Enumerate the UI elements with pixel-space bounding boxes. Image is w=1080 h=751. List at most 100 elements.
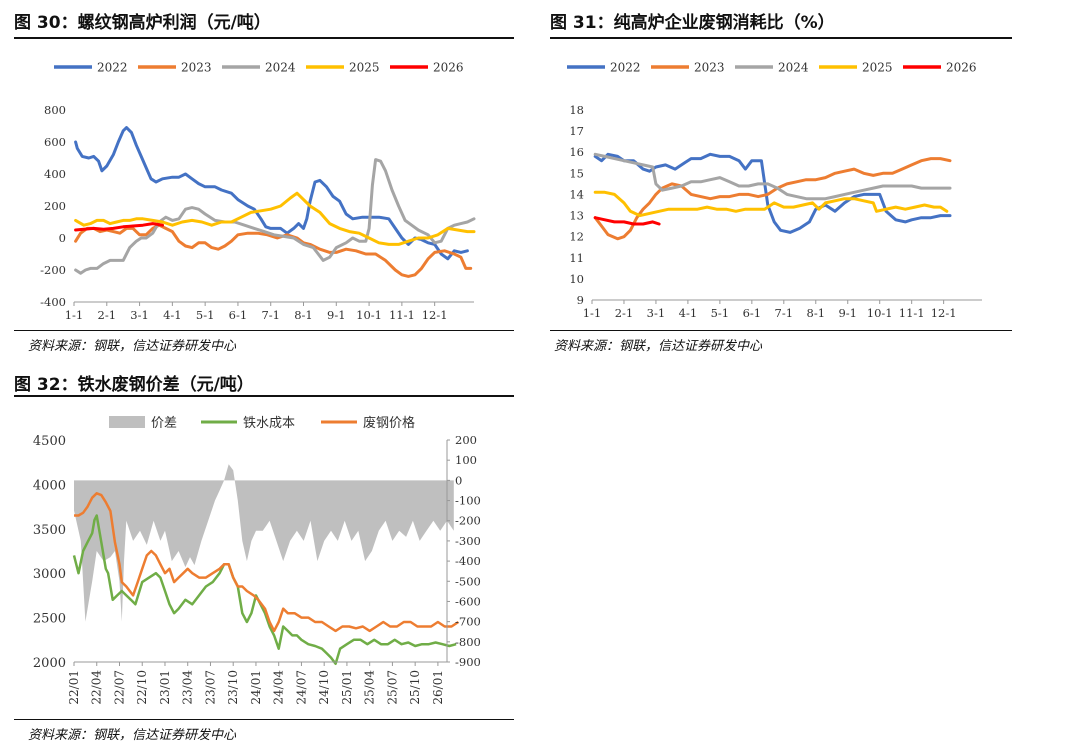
x-tick-label: 3-1 bbox=[130, 308, 149, 322]
y-tick-label: 600 bbox=[44, 135, 66, 149]
series-area-价差 bbox=[74, 464, 454, 622]
x-tick-label: 12-1 bbox=[422, 308, 448, 322]
y-right-tick-label: -900 bbox=[455, 655, 481, 669]
legend-label: 2026 bbox=[433, 61, 464, 75]
x-tick-label: 25/10 bbox=[408, 670, 422, 705]
bottom-rule bbox=[550, 330, 1012, 331]
x-tick-label: 22/04 bbox=[90, 670, 104, 705]
x-tick-label: 25/07 bbox=[385, 670, 399, 705]
legend-label: 2024 bbox=[778, 61, 809, 75]
title-rule bbox=[550, 37, 1012, 39]
y-tick-label: 200 bbox=[44, 199, 66, 213]
legend-label: 2025 bbox=[349, 61, 380, 75]
y-left-tick-label: 3000 bbox=[33, 567, 66, 582]
x-tick-label: 1-1 bbox=[65, 308, 84, 322]
y-tick-label: 15 bbox=[569, 166, 584, 180]
chart-title: 图 31：纯高炉企业废钢消耗比（%） bbox=[550, 13, 835, 33]
x-tick-label: 12-1 bbox=[931, 306, 957, 320]
series-line-2022 bbox=[74, 126, 469, 261]
x-tick-label: 23/10 bbox=[226, 670, 240, 705]
y-left-tick-label: 2500 bbox=[33, 612, 66, 627]
series-line-铁水成本 bbox=[72, 514, 457, 666]
y-left-tick-label: 2000 bbox=[33, 656, 66, 671]
chart-panel-fig32: 图 32：铁水废钢价差（元/吨） 4500 4000 3500 3000 2500 200… bbox=[14, 370, 514, 748]
series-line-2024 bbox=[74, 158, 476, 275]
chart-panel-fig30: 图 30：螺纹钢高炉利润（元/吨） 800 600 400 200 0 -200 -400 1… bbox=[14, 8, 514, 358]
x-tick-label: 7-1 bbox=[261, 308, 280, 322]
legend-label: 2023 bbox=[694, 61, 725, 75]
x-tick-label: 22/01 bbox=[67, 670, 81, 705]
y-right-tick-label: -600 bbox=[455, 594, 481, 608]
x-tick-label: 1-1 bbox=[583, 306, 602, 320]
y-tick-label: -200 bbox=[40, 263, 66, 277]
x-tick-label: 22/07 bbox=[112, 670, 126, 705]
x-tick-label: 5-1 bbox=[711, 306, 730, 320]
series-line-2024 bbox=[593, 152, 952, 201]
x-tick-label: 7-1 bbox=[775, 306, 794, 320]
series-line-废钢价格 bbox=[74, 492, 460, 633]
legend-label: 2025 bbox=[862, 61, 893, 75]
chart-panel-fig31: 图 31：纯高炉企业废钢消耗比（%） 18 17 16 15 14 13 12 11 10 9 1-… bbox=[550, 8, 1012, 358]
y-right-tick-label: 100 bbox=[455, 453, 477, 467]
legend-label: 铁水成本 bbox=[243, 416, 295, 431]
y-tick-label: 0 bbox=[59, 231, 66, 245]
y-tick-label: 17 bbox=[569, 124, 584, 138]
x-tick-label: 25/01 bbox=[340, 670, 354, 705]
series-line-2026 bbox=[74, 222, 164, 232]
y-tick-label: -400 bbox=[40, 295, 66, 309]
legend-label: 废钢价格 bbox=[363, 415, 415, 431]
legend-label: 2022 bbox=[97, 61, 128, 75]
y-tick-label: 14 bbox=[569, 187, 584, 201]
x-tick-label: 23/07 bbox=[203, 670, 217, 705]
x-tick-label: 4-1 bbox=[679, 306, 698, 320]
x-tick-label: 24/01 bbox=[249, 670, 263, 705]
y-tick-label: 10 bbox=[569, 272, 584, 286]
y-tick-label: 400 bbox=[44, 167, 66, 181]
series-line-2022 bbox=[593, 152, 952, 234]
x-tick-label: 6-1 bbox=[229, 308, 248, 322]
x-tick-label: 11-1 bbox=[899, 306, 925, 320]
legend-swatch bbox=[109, 416, 145, 428]
bottom-rule bbox=[14, 719, 514, 720]
chart-canvas: 4500 4000 3500 3000 2500 2000 200 100 0 -100 -200 -… bbox=[33, 415, 481, 705]
y-right-tick-label: -200 bbox=[455, 514, 481, 528]
y-left-tick-label: 3500 bbox=[33, 523, 66, 538]
y-left-tick-label: 4000 bbox=[33, 478, 66, 493]
x-tick-label: 10-1 bbox=[867, 306, 893, 320]
x-tick-label: 3-1 bbox=[647, 306, 666, 320]
x-tick-label: 26/01 bbox=[431, 670, 445, 705]
series-line-2025 bbox=[74, 191, 476, 246]
bottom-rule bbox=[14, 330, 514, 331]
y-left-tick-label: 4500 bbox=[33, 434, 66, 449]
y-right-tick-label: -500 bbox=[455, 574, 481, 588]
x-tick-label: 5-1 bbox=[196, 308, 215, 322]
series-line-2026 bbox=[593, 216, 661, 226]
y-right-tick-label: -300 bbox=[455, 534, 481, 548]
legend-label: 价差 bbox=[151, 416, 177, 431]
x-tick-label: 9-1 bbox=[838, 306, 857, 320]
x-tick-label: 23/04 bbox=[181, 670, 195, 705]
plot-area bbox=[74, 440, 447, 662]
legend-label: 2026 bbox=[946, 61, 977, 75]
chart-title: 图 32：铁水废钢价差（元/吨） bbox=[14, 375, 254, 395]
y-tick-label: 9 bbox=[577, 293, 584, 307]
y-right-tick-label: -100 bbox=[455, 494, 481, 508]
x-tick-label: 4-1 bbox=[163, 308, 182, 322]
y-right-tick-label: -700 bbox=[455, 615, 481, 629]
x-tick-label: 2-1 bbox=[98, 308, 117, 322]
y-tick-label: 13 bbox=[569, 209, 584, 223]
x-tick-label: 22/10 bbox=[135, 670, 149, 705]
x-tick-label: 11-1 bbox=[389, 308, 415, 322]
x-tick-label: 10-1 bbox=[356, 308, 382, 322]
series-line-2023 bbox=[74, 223, 473, 278]
series-line-2023 bbox=[593, 157, 952, 241]
y-right-tick-label: 200 bbox=[455, 433, 477, 447]
y-right-tick-label: -400 bbox=[455, 554, 481, 568]
y-tick-label: 16 bbox=[569, 145, 584, 159]
title-rule bbox=[14, 395, 514, 397]
chart-title: 图 30：螺纹钢高炉利润（元/吨） bbox=[14, 13, 271, 33]
x-tick-label: 9-1 bbox=[327, 308, 346, 322]
series-line-2025 bbox=[593, 190, 949, 218]
title-rule bbox=[14, 37, 514, 39]
